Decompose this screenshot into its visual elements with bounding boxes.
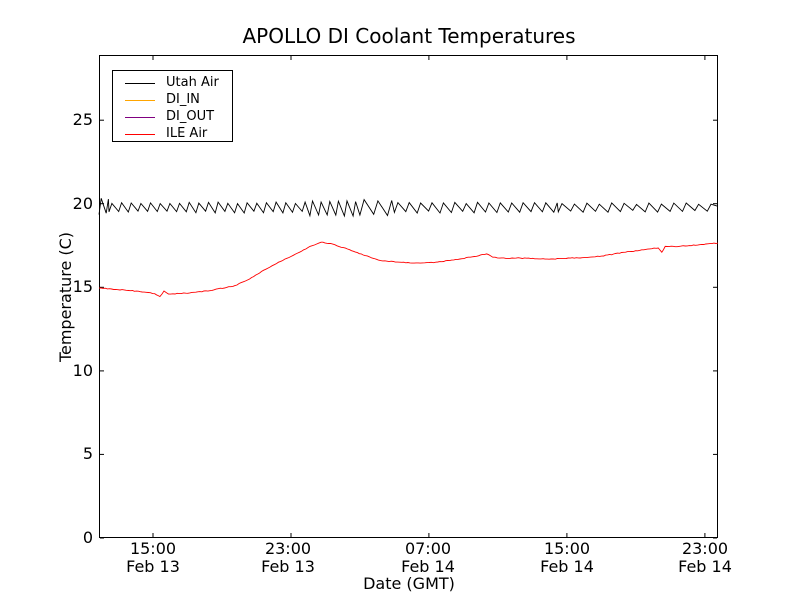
- utah-air-line-swatch: [125, 82, 155, 84]
- legend: Utah Air DI_IN DI_OUT ILE Air: [112, 70, 233, 142]
- chart-title: APOLLO DI Coolant Temperatures: [242, 24, 576, 48]
- legend-label: DI_OUT: [166, 109, 215, 124]
- y-tick-label: 25: [72, 110, 93, 129]
- x-tick-time: 15:00: [543, 539, 591, 558]
- di-in-line-swatch: [125, 99, 155, 101]
- y-tick-label: 0: [82, 528, 93, 547]
- x-tick-date: Feb 14: [678, 557, 732, 576]
- legend-item-ile-air: ILE Air: [125, 126, 232, 142]
- legend-label: ILE Air: [166, 126, 208, 141]
- legend-item-di-out: DI_OUT: [125, 109, 232, 125]
- x-tick-time: 07:00: [404, 539, 452, 558]
- x-tick-label: 15:00 Feb 14: [522, 540, 612, 576]
- x-tick-date: Feb 14: [401, 557, 455, 576]
- legend-label: DI_IN: [166, 92, 200, 107]
- ile-air-line-swatch: [125, 133, 155, 135]
- x-tick-label: 15:00 Feb 13: [108, 540, 198, 576]
- y-tick-label: 5: [82, 444, 93, 463]
- x-tick-label: 23:00 Feb 14: [660, 540, 750, 576]
- x-tick-date: Feb 13: [126, 557, 180, 576]
- y-tick-label: 15: [72, 277, 93, 296]
- legend-item-di-in: DI_IN: [125, 92, 232, 108]
- x-tick-date: Feb 14: [540, 557, 594, 576]
- y-tick-label: 20: [72, 194, 93, 213]
- x-tick-time: 23:00: [264, 539, 312, 558]
- y-tick-label: 10: [72, 361, 93, 380]
- di-out-line-swatch: [125, 116, 155, 118]
- x-tick-label: 07:00 Feb 14: [383, 540, 473, 576]
- x-tick-label: 23:00 Feb 13: [243, 540, 333, 576]
- legend-label: Utah Air: [166, 75, 219, 90]
- x-axis-label: Date (GMT): [363, 574, 455, 593]
- x-tick-date: Feb 13: [261, 557, 315, 576]
- x-tick-time: 15:00: [129, 539, 177, 558]
- legend-item-utah-air: Utah Air: [125, 75, 232, 91]
- x-tick-time: 23:00: [681, 539, 729, 558]
